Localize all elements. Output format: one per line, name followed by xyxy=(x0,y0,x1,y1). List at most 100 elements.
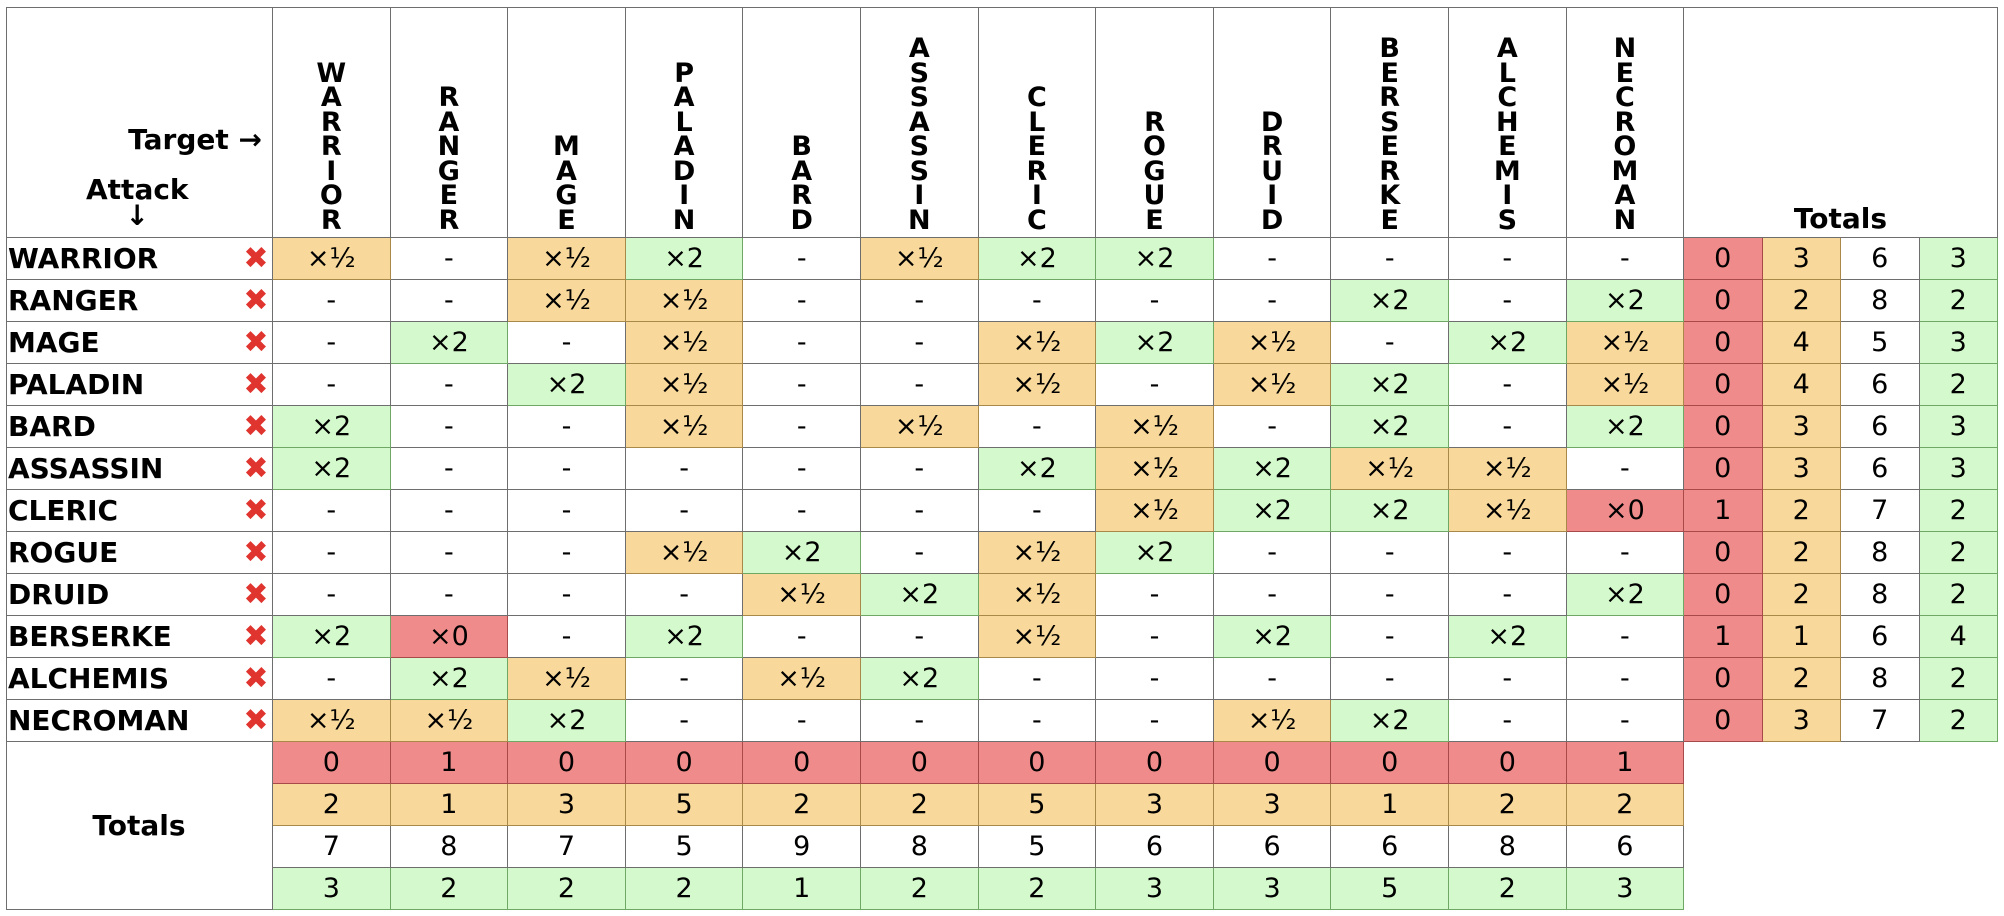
matchup-cell: - xyxy=(1449,700,1567,742)
row-header-label: DRUID xyxy=(8,578,110,611)
row-header-label: BARD xyxy=(8,410,96,443)
matchup-cell: ×½ xyxy=(978,532,1097,574)
cross-icon: ✖ xyxy=(243,325,269,360)
column-total-cell: 2 xyxy=(625,868,744,910)
matchup-cell: - xyxy=(1449,658,1567,700)
matchup-cell: ×½ xyxy=(978,322,1097,364)
column-total-cell: 3 xyxy=(1213,868,1332,910)
column-total-cell: 0 xyxy=(1096,742,1214,784)
column-total-cell: 0 xyxy=(273,742,391,784)
matchup-cell: ×½ xyxy=(978,364,1097,406)
row-total-cell: 2 xyxy=(1919,364,1998,406)
cross-icon: ✖ xyxy=(243,241,269,276)
column-total-cell: 0 xyxy=(508,742,626,784)
matchup-cell: ×½ xyxy=(1096,448,1214,490)
matchup-cell: - xyxy=(1449,238,1567,280)
matchup-cell: ×2 xyxy=(1096,322,1214,364)
matchup-cell: - xyxy=(1213,574,1332,616)
row-total-cell: 1 xyxy=(1762,616,1841,658)
target-axis-label: Target → xyxy=(128,123,262,156)
matchup-cell: - xyxy=(1449,406,1567,448)
cross-icon: ✖ xyxy=(243,661,269,696)
matchup-cell: ×½ xyxy=(273,238,391,280)
matchup-cell: ×0 xyxy=(1566,490,1685,532)
row-header-label: MAGE xyxy=(8,326,100,359)
column-total-cell: 5 xyxy=(978,826,1097,868)
column-total-cell: 2 xyxy=(861,868,979,910)
matchup-cell: ×2 xyxy=(743,532,861,574)
matchup-cell: ×½ xyxy=(1331,448,1449,490)
matchup-cell: ×½ xyxy=(743,658,861,700)
row-total-cell: 7 xyxy=(1841,490,1920,532)
column-total-cell: 0 xyxy=(1331,742,1449,784)
row-total-cell: 0 xyxy=(1684,658,1763,700)
matchup-cell: ×2 xyxy=(1331,364,1449,406)
row-header-label: ASSASSIN xyxy=(8,452,164,485)
matchup-cell: - xyxy=(1566,616,1685,658)
matchup-cell: ×½ xyxy=(1096,406,1214,448)
column-total-cell: 8 xyxy=(390,826,509,868)
matchup-cell: - xyxy=(978,406,1097,448)
matchup-cell: - xyxy=(508,490,626,532)
cross-icon: ✖ xyxy=(243,451,269,486)
matchup-cell: - xyxy=(625,448,744,490)
matchup-cell: - xyxy=(978,700,1097,742)
row-total-cell: 4 xyxy=(1762,322,1841,364)
matchup-cell: ×½ xyxy=(1213,364,1332,406)
matchup-cell: - xyxy=(1566,700,1685,742)
cross-icon: ✖ xyxy=(243,535,269,570)
row-total-cell: 0 xyxy=(1684,700,1763,742)
matchup-cell: ×2 xyxy=(1213,448,1332,490)
row-total-cell: 4 xyxy=(1762,364,1841,406)
cross-icon: ✖ xyxy=(243,409,269,444)
matchup-cell: - xyxy=(861,448,979,490)
matchup-cell: ×2 xyxy=(390,322,509,364)
cross-icon: ✖ xyxy=(243,577,269,612)
matchup-cell: ×½ xyxy=(1566,322,1685,364)
column-total-cell: 2 xyxy=(861,784,979,826)
row-total-cell: 3 xyxy=(1919,238,1998,280)
matchup-cell: - xyxy=(390,280,509,322)
matchup-cell: - xyxy=(743,364,861,406)
matchup-cell: - xyxy=(625,700,744,742)
row-header-assassin: ASSASSIN ✖ xyxy=(6,448,273,490)
row-total-cell: 0 xyxy=(1684,322,1763,364)
matchup-cell: - xyxy=(1331,574,1449,616)
column-total-cell: 1 xyxy=(1331,784,1449,826)
matchup-cell: - xyxy=(625,490,744,532)
matchup-cell: - xyxy=(508,406,626,448)
column-total-cell: 3 xyxy=(1096,784,1214,826)
row-total-cell: 5 xyxy=(1841,322,1920,364)
column-total-cell: 1 xyxy=(390,784,509,826)
row-total-cell: 2 xyxy=(1762,280,1841,322)
matchup-cell: ×2 xyxy=(1331,280,1449,322)
row-total-cell: 0 xyxy=(1684,406,1763,448)
corner-header: Target → Attack ↓ xyxy=(6,7,273,238)
column-total-cell: 0 xyxy=(625,742,744,784)
matchup-cell: - xyxy=(390,532,509,574)
matchup-cell: - xyxy=(743,322,861,364)
matchup-cell: - xyxy=(508,574,626,616)
row-total-cell: 3 xyxy=(1762,448,1841,490)
row-header-berserke: BERSERKE ✖ xyxy=(6,616,273,658)
matchup-cell: - xyxy=(508,616,626,658)
attack-axis-label: Attack ↓ xyxy=(86,173,189,232)
matchup-cell: ×2 xyxy=(508,700,626,742)
column-total-cell: 2 xyxy=(508,868,626,910)
matchup-cell: ×½ xyxy=(508,238,626,280)
row-total-cell: 3 xyxy=(1919,406,1998,448)
matchup-cell: - xyxy=(1096,700,1214,742)
matchup-cell: ×½ xyxy=(625,364,744,406)
column-total-cell: 2 xyxy=(743,784,861,826)
matchup-cell: - xyxy=(390,490,509,532)
row-header-mage: MAGE ✖ xyxy=(6,322,273,364)
row-total-cell: 0 xyxy=(1684,238,1763,280)
row-header-druid: DRUID ✖ xyxy=(6,574,273,616)
